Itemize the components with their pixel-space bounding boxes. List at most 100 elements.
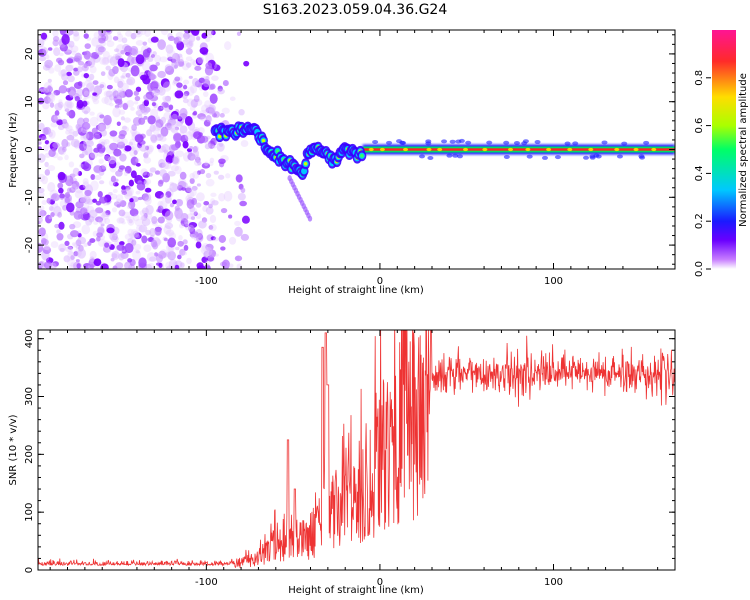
noise-speck <box>196 36 201 41</box>
noise-speck <box>161 143 170 153</box>
noise-speck <box>93 147 100 153</box>
noise-speck <box>64 175 74 187</box>
noise-speck <box>44 140 50 145</box>
noise-speck <box>89 111 95 116</box>
noise-speck <box>82 100 88 107</box>
noise-speck <box>208 34 213 39</box>
noise-speck <box>98 158 104 164</box>
noise-speck <box>113 201 121 207</box>
noise-speck <box>38 122 45 131</box>
noise-speck <box>142 192 152 202</box>
noise-speck <box>111 207 118 213</box>
noise-speck <box>175 246 180 251</box>
noise-speck <box>192 170 200 179</box>
noise-speck <box>85 131 94 141</box>
noise-speck <box>135 39 144 46</box>
noise-speck <box>131 143 141 153</box>
noise-speck <box>174 36 182 44</box>
noise-speck <box>141 207 149 215</box>
noise-speck <box>84 43 91 50</box>
noise-speck <box>195 202 202 208</box>
snr-x-tick-label: 100 <box>544 577 563 588</box>
noise-speck <box>190 58 195 65</box>
noise-speck <box>89 65 97 74</box>
noise-speck <box>144 30 151 37</box>
noise-speck <box>164 64 172 72</box>
noise-speck <box>157 39 166 50</box>
noise-speck <box>164 222 174 229</box>
colorbar-tick-label: 0.4 <box>694 165 705 181</box>
noise-speck <box>54 102 63 111</box>
noise-speck <box>104 242 110 248</box>
noise-speck <box>165 261 174 269</box>
noise-speck <box>106 40 115 48</box>
noise-speck <box>66 202 75 213</box>
tone-blob-mid <box>301 167 308 175</box>
noise-speck <box>163 96 172 104</box>
noise-speck <box>57 124 65 131</box>
noise-speck <box>82 162 92 172</box>
noise-speck <box>71 180 80 190</box>
noise-speck <box>179 223 185 229</box>
noise-speck <box>138 117 146 125</box>
noise-speckle <box>38 30 250 269</box>
noise-speck <box>38 173 46 182</box>
noise-speck <box>57 211 62 218</box>
noise-speck <box>77 170 83 176</box>
noise-speck <box>121 185 126 191</box>
noise-speck <box>191 30 200 36</box>
tone-band-speck <box>541 155 548 160</box>
noise-speck <box>150 54 155 58</box>
noise-speck <box>93 165 102 174</box>
noise-speck <box>137 196 143 201</box>
noise-speck <box>74 52 83 63</box>
noise-speck <box>75 201 84 209</box>
noise-speck <box>190 84 198 94</box>
spectrogram-y-label: Frequency (Hz) <box>8 112 19 188</box>
noise-speck <box>111 88 118 97</box>
noise-speck <box>185 187 192 194</box>
tone-band-hotspot <box>614 147 620 152</box>
noise-speck <box>127 258 133 263</box>
noise-speck <box>130 32 137 40</box>
noise-speck <box>162 81 172 92</box>
noise-speck <box>63 255 71 263</box>
noise-speck <box>130 170 137 179</box>
noise-speck <box>134 174 143 185</box>
noise-speck <box>173 133 182 141</box>
noise-speck <box>65 94 74 101</box>
noise-speck <box>143 99 150 107</box>
noise-speck <box>57 243 66 251</box>
noise-speck <box>141 235 148 244</box>
noise-speck <box>199 47 209 55</box>
noise-speck <box>208 106 216 115</box>
noise-speck <box>237 192 246 201</box>
noise-speck <box>135 234 140 239</box>
noise-speck <box>71 242 77 246</box>
noise-speck <box>197 161 202 166</box>
noise-speck <box>240 233 250 241</box>
noise-speck <box>139 144 148 152</box>
noise-speck <box>167 35 175 42</box>
noise-speck <box>154 227 162 236</box>
noise-speck <box>50 212 55 218</box>
noise-speck <box>133 90 140 96</box>
noise-speck <box>44 59 54 69</box>
noise-speck <box>119 153 127 162</box>
noise-speck <box>167 237 177 248</box>
snr-panel: -100 0 100 0 100 200 300 400 Height of straigh… <box>8 329 676 596</box>
noise-speck <box>103 138 110 145</box>
noise-speck <box>152 125 160 135</box>
noise-speck <box>94 174 102 181</box>
noise-speck <box>116 244 125 251</box>
noise-speck <box>125 78 133 85</box>
noise-speck <box>99 57 107 65</box>
tone-band-hotspot <box>463 147 469 152</box>
tone-band-speck <box>595 154 602 159</box>
noise-speck <box>239 200 247 207</box>
noise-speck <box>174 126 179 131</box>
noise-speck <box>57 101 64 109</box>
noise-speck <box>131 131 137 137</box>
noise-speck <box>204 246 213 257</box>
spectrogram-x-tick-label: -100 <box>195 276 218 287</box>
